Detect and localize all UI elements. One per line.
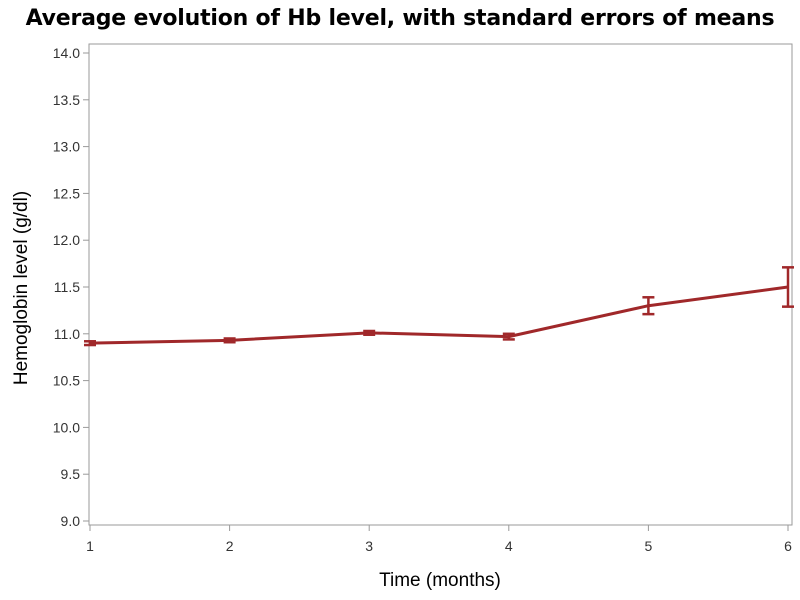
y-tick-label: 11.0 bbox=[54, 326, 80, 342]
chart-title: Average evolution of Hb level, with stan… bbox=[25, 6, 775, 31]
x-axis: 1 2 3 4 5 6 bbox=[86, 525, 792, 554]
y-tick-label: 10.5 bbox=[53, 373, 80, 389]
y-tick-label: 12.0 bbox=[53, 232, 80, 248]
x-tick-label: 2 bbox=[226, 538, 234, 554]
y-axis: 9.0 9.5 10.0 10.5 11.0 11.5 12.0 12.5 13.0 13.5 14… bbox=[53, 45, 89, 529]
y-tick-label: 11.5 bbox=[54, 279, 80, 295]
x-tick-label: 1 bbox=[86, 538, 94, 554]
series-group bbox=[84, 266, 794, 347]
plot-frame bbox=[88, 43, 793, 526]
y-tick-label: 12.5 bbox=[53, 185, 80, 201]
y-tick-label: 10.0 bbox=[53, 419, 80, 435]
x-axis-label: Time (months) bbox=[379, 570, 501, 591]
y-axis-label: Hemoglobin level (g/dl) bbox=[11, 191, 32, 385]
series-line bbox=[89, 285, 789, 345]
x-tick-label: 4 bbox=[505, 538, 513, 554]
y-tick-label: 13.0 bbox=[53, 139, 80, 155]
y-tick-label: 9.5 bbox=[61, 466, 81, 482]
x-tick-label: 6 bbox=[784, 538, 792, 554]
x-tick-label: 5 bbox=[645, 538, 653, 554]
y-tick-label: 9.0 bbox=[61, 513, 81, 529]
x-tick-label: 3 bbox=[365, 538, 373, 554]
y-tick-label: 14.0 bbox=[53, 45, 80, 61]
y-tick-label: 13.5 bbox=[53, 92, 80, 108]
